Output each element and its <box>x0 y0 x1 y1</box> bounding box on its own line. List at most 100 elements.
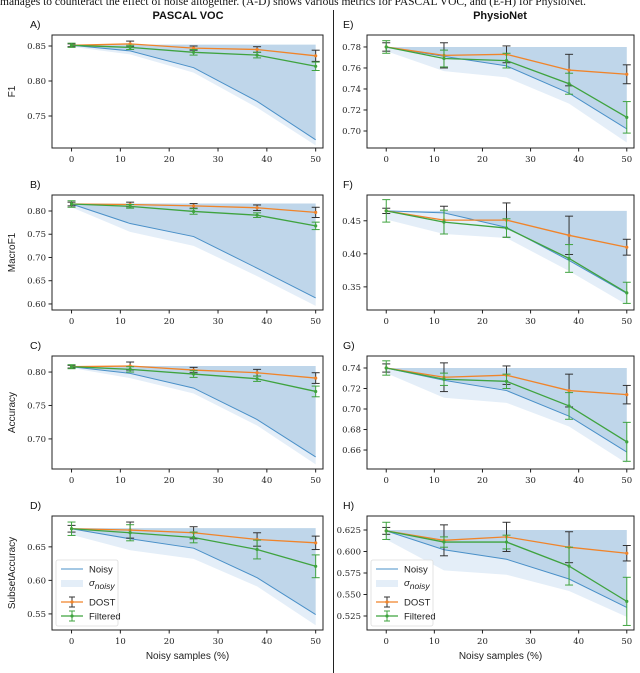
legend-sigma-swatch <box>61 580 83 587</box>
point-filtered <box>314 389 318 394</box>
y-axis-label: Accuracy <box>7 392 18 433</box>
y-tick-label: 0.45 <box>342 217 361 227</box>
panel-h: H) 0 10 20 30 40 50 0.525 0.550 0.575 0.600 0.625 No… <box>337 500 635 662</box>
point-filtered <box>128 45 132 49</box>
y-tick-label: 0.625 <box>337 526 361 536</box>
legend-filtered-marker <box>385 614 389 618</box>
point-filtered <box>384 209 388 213</box>
legend-dost-marker <box>70 600 74 604</box>
legend: Noisy σnoisy DOST Filtered <box>370 559 436 627</box>
point-dost <box>567 68 571 72</box>
y-axis-label: SubsetAccuracy <box>7 537 18 609</box>
x-tick-label: 40 <box>573 476 584 486</box>
x-axis-label: Noisy samples (%) <box>459 651 542 662</box>
point-filtered <box>442 540 446 544</box>
x-tick-label: 0 <box>69 317 74 327</box>
y-tick-label: 0.575 <box>337 569 361 579</box>
y-tick-label: 0.60 <box>27 576 46 586</box>
point-filtered <box>504 540 509 544</box>
x-tick-label: 40 <box>261 476 272 486</box>
x-tick-label: 0 <box>384 317 389 327</box>
point-filtered <box>625 291 629 295</box>
point-filtered <box>192 372 196 376</box>
point-filtered <box>69 202 74 206</box>
y-tick-label: 0.68 <box>342 426 361 436</box>
y-tick-label: 0.40 <box>342 250 361 260</box>
legend: Noisy σnoisy DOST Filtered <box>55 559 121 627</box>
y-tick-label: 0.55 <box>27 610 46 620</box>
point-dost <box>255 371 259 375</box>
x-tick-label: 40 <box>261 155 272 165</box>
x-tick-label: 20 <box>477 317 488 327</box>
x-tick-label: 0 <box>384 637 389 647</box>
point-dost <box>255 47 259 52</box>
point-filtered <box>255 547 259 552</box>
x-tick-label: 30 <box>525 476 536 486</box>
y-tick-label: 0.75 <box>27 401 46 411</box>
y-tick-label: 0.525 <box>337 612 361 622</box>
x-tick-label: 10 <box>429 317 440 327</box>
legend-noisy-label: Noisy <box>89 565 113 576</box>
point-filtered <box>255 213 259 217</box>
x-tick-label: 40 <box>261 637 272 647</box>
point-filtered <box>504 59 509 63</box>
y-tick-label: 0.66 <box>342 446 361 456</box>
series-noisy-line <box>71 203 316 299</box>
point-filtered <box>128 531 132 535</box>
point-filtered <box>69 43 74 47</box>
y-tick-label: 0.72 <box>342 385 361 395</box>
x-tick-label: 10 <box>115 476 126 486</box>
sigma-noisy-lower-band <box>71 204 316 306</box>
y-tick-label: 0.80 <box>27 77 46 87</box>
axes-frame <box>366 355 635 470</box>
x-tick-label: 0 <box>69 637 74 647</box>
column-title-pascal-voc: PASCAL VOC <box>152 10 223 22</box>
sigma-noisy-lower-band <box>386 46 627 143</box>
x-tick-label: 50 <box>621 637 632 647</box>
y-tick-label: 0.550 <box>337 590 361 600</box>
point-dost <box>625 551 629 555</box>
panel-label: G) <box>343 340 355 352</box>
y-tick-label: 0.75 <box>27 230 46 240</box>
legend-sigma-swatch <box>376 580 398 587</box>
axes-frame <box>366 34 635 149</box>
panel-e: E) 0 10 20 30 40 50 0.70 0.72 0.74 0.76 0.78 <box>342 19 635 165</box>
point-filtered <box>442 377 446 381</box>
legend-sigma-label: σnoisy <box>404 578 430 591</box>
y-tick-label: 0.65 <box>27 277 46 287</box>
legend-filtered-marker <box>70 614 74 618</box>
y-tick-label: 0.60 <box>27 300 46 310</box>
x-tick-label: 20 <box>477 637 488 647</box>
point-dost <box>314 54 318 58</box>
point-dost <box>567 233 571 237</box>
x-tick-label: 10 <box>429 637 440 647</box>
y-tick-label: 0.80 <box>27 368 46 378</box>
point-filtered <box>192 209 196 214</box>
series-noisy-line <box>71 44 316 141</box>
x-tick-label: 10 <box>429 476 440 486</box>
sigma-noisy-band <box>71 366 316 457</box>
point-filtered <box>567 564 571 568</box>
x-tick-label: 20 <box>477 155 488 165</box>
series-noisy-line <box>71 528 316 615</box>
point-dost <box>255 206 259 210</box>
x-tick-label: 30 <box>213 317 224 327</box>
x-tick-label: 0 <box>69 155 74 165</box>
legend-sigma-label: σnoisy <box>89 578 115 591</box>
x-tick-label: 10 <box>115 637 126 647</box>
x-tick-label: 50 <box>310 317 321 327</box>
panel-label: H) <box>343 500 354 512</box>
x-tick-label: 20 <box>164 476 175 486</box>
x-tick-label: 30 <box>525 317 536 327</box>
y-tick-label: 0.70 <box>342 127 361 137</box>
x-tick-label: 0 <box>384 155 389 165</box>
y-axis-label: F1 <box>7 85 18 97</box>
point-filtered <box>384 529 388 533</box>
y-axis-label: MacroF1 <box>7 232 18 272</box>
panel-d: D) 0 10 20 30 40 50 0.55 0.60 0.65 SubsetAccuracy N… <box>7 500 324 662</box>
y-tick-label: 0.70 <box>27 435 46 445</box>
point-filtered <box>255 53 259 57</box>
legend-sigma-subscript: noisy <box>410 581 431 591</box>
axes-frame <box>366 194 635 311</box>
series-noisy-line <box>386 367 628 453</box>
